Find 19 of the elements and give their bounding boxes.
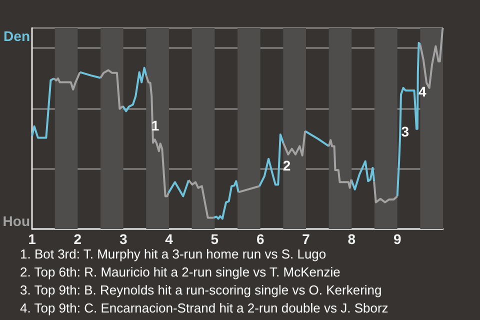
text: Den xyxy=(4,28,30,44)
text: 1. Bot 3rd: T. Murphy hit a 3-run home run vs S. Lugo xyxy=(20,246,326,262)
x-tick-label: 8 xyxy=(348,231,356,247)
x-tick-label: 4 xyxy=(165,231,174,247)
text: 4. Top 9th: C. Encarnacion-Strand hit a 2-run double vs J. Sborz xyxy=(20,300,388,316)
annotation: 3 xyxy=(401,124,410,140)
x-tick-label: 5 xyxy=(210,231,219,247)
annotation: 1 xyxy=(151,117,160,134)
annotation: 4 xyxy=(418,84,427,100)
text: 2. Top 6th: R. Mauricio hit a 2-run single vs T. McKenzie xyxy=(20,264,340,280)
annotation: 2 xyxy=(282,157,291,174)
text: 3. Top 9th: B. Reynolds hit a run-scoring single vs O. Kerkering xyxy=(20,282,382,298)
x-tick-label: 6 xyxy=(256,231,264,247)
x-tick-label: 7 xyxy=(302,231,310,247)
x-tick-label: 1 xyxy=(28,231,36,247)
x-tick-label: 9 xyxy=(393,231,402,247)
text: Hou xyxy=(2,213,30,229)
x-tick-label: 2 xyxy=(74,231,82,247)
x-tick-label: 3 xyxy=(119,231,128,247)
